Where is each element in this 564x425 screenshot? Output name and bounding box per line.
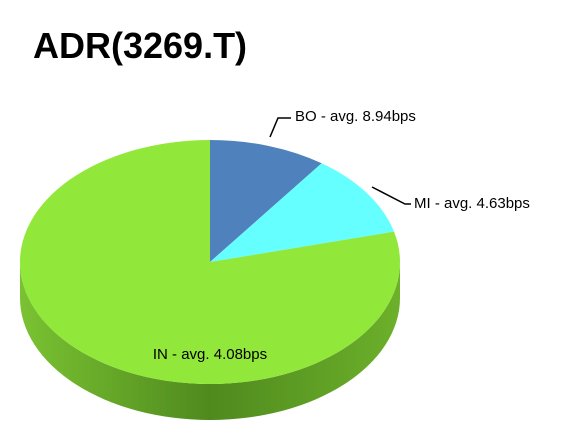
leader-line (371, 186, 411, 205)
pie-side (20, 262, 400, 420)
slice (20, 140, 401, 385)
slice-label: MI - avg. 4.63bps (414, 195, 530, 212)
slice-label: BO - avg. 8.94bps (295, 108, 416, 125)
slice (210, 140, 322, 262)
labels: BO - avg. 8.94bps MI - avg. 4.63bps IN - a… (153, 108, 530, 363)
slice (210, 163, 395, 262)
chart-title: ADR(3269.T) (33, 25, 247, 66)
slice-side (20, 262, 400, 420)
pie-top (20, 140, 401, 385)
leader-line (269, 117, 291, 138)
slice-label: IN - avg. 4.08bps (153, 346, 267, 363)
